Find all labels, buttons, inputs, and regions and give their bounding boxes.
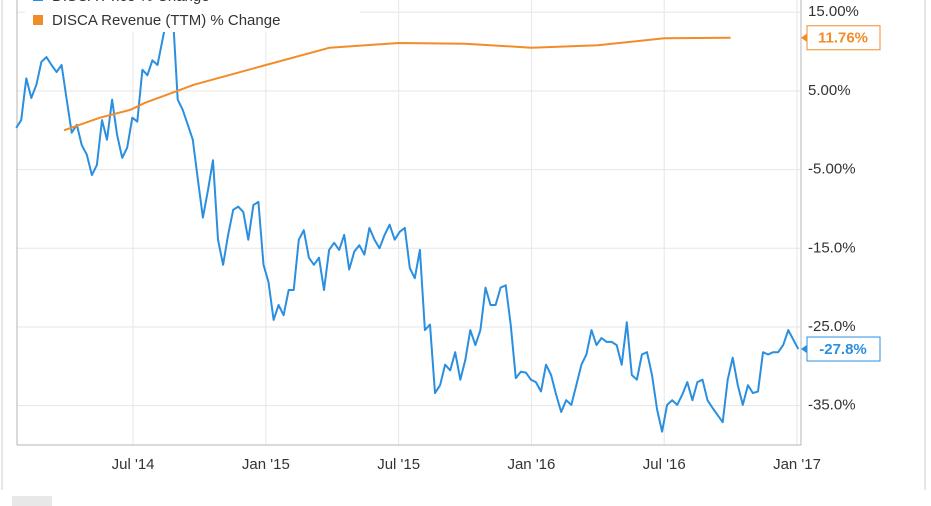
x-tick-label: Jul '15: [377, 456, 420, 473]
end-label-box: [806, 25, 881, 51]
logo: [12, 496, 52, 506]
legend-label: DISCA Price % Change: [52, 0, 210, 5]
end-label-pointer: [801, 344, 808, 355]
plot: [15, 8, 800, 433]
series-line: [63, 36, 731, 132]
series-line: [15, 8, 800, 433]
y-tick-label: -5.00%: [808, 161, 856, 178]
y-tick-label: -15.0%: [808, 239, 856, 256]
x-tick-label: Jan '15: [242, 456, 290, 473]
labels: 15.00% 5.00% -5.00% -15.0% -25.0% -35.0% Jul '…: [112, 3, 881, 473]
x-tick-label: Jan '17: [773, 456, 821, 473]
end-label-pointer: [801, 32, 808, 43]
y-tick-label: -25.0%: [808, 318, 856, 335]
legend-swatch: [33, 15, 43, 25]
end-label: 11.76%: [818, 30, 868, 47]
end-label-box: [806, 336, 881, 362]
y-tick-label: -35.0%: [808, 397, 856, 414]
y-tick-label: 15.00%: [808, 3, 859, 20]
x-tick-label: Jan '16: [507, 456, 555, 473]
y-tick-label: 5.00%: [808, 82, 851, 99]
end-label: -27.8%: [819, 341, 867, 358]
x-tick-label: Jul '16: [643, 456, 686, 473]
legend-swatch: [33, 0, 43, 1]
legend-label: DISCA Revenue (TTM) % Change: [52, 12, 280, 29]
legend: DISCA Price % Change DISCA Revenue (TTM) …: [25, 0, 360, 32]
x-tick-label: Jul '14: [112, 456, 155, 473]
legend-box: [25, 0, 360, 32]
grid: [16, 0, 802, 446]
